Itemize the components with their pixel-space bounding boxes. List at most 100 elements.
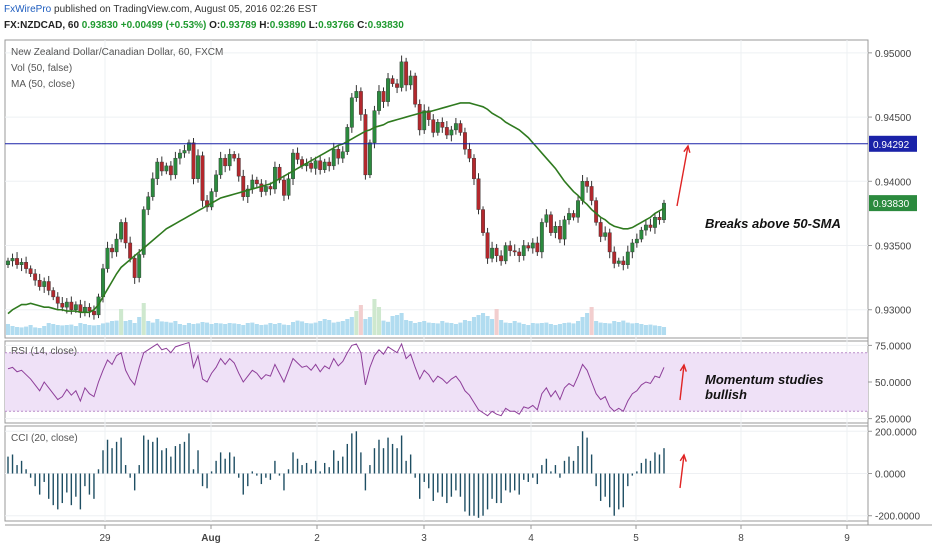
candle-body [653, 217, 657, 228]
candle-body [485, 232, 490, 259]
volume-bar [304, 323, 309, 335]
price-arrow-head [683, 144, 691, 153]
candle-body [349, 97, 354, 128]
volume-bar [78, 323, 83, 335]
volume-bar [42, 326, 47, 335]
candle-body [273, 166, 277, 190]
volume-bar [195, 323, 201, 335]
volume-bar [566, 322, 572, 335]
candle-body [431, 119, 436, 133]
time-tick-label: Aug [201, 533, 220, 544]
candle-body [10, 258, 15, 262]
candle-body [444, 127, 449, 136]
volume-bar [141, 303, 146, 335]
volume-bar [358, 305, 363, 335]
candle-body [295, 152, 300, 160]
candle-body [87, 306, 92, 312]
candle-body [259, 183, 264, 192]
volume-bar [155, 319, 160, 335]
volume-bar [186, 323, 192, 335]
volume-bar [28, 325, 33, 335]
candle-body [37, 279, 42, 287]
gridlines [5, 40, 868, 521]
volume-bar [499, 320, 504, 335]
volume-bar [458, 322, 463, 335]
rsi-arrow-shaft [679, 364, 685, 401]
ma-legend[interactable]: MA (50, close) [11, 79, 75, 90]
candle-body [404, 61, 409, 86]
price-tick-label: 0.95000 [875, 49, 912, 60]
candle-body [205, 200, 209, 208]
candle-body [544, 214, 549, 223]
cci-legend[interactable]: CCI (20, close) [11, 433, 78, 444]
candle-body [322, 161, 327, 170]
candle-body [458, 123, 463, 133]
candle-body [463, 132, 467, 150]
volume-bar [227, 323, 232, 335]
volume-bar [449, 323, 454, 335]
low-label: L: [308, 20, 319, 31]
candle-body [250, 179, 255, 190]
close-label: C: [357, 20, 368, 31]
volume-bar [404, 320, 409, 335]
volume-bar [462, 320, 467, 335]
volume-bar [625, 322, 630, 335]
volume-bar [490, 319, 495, 335]
volume-bar [657, 326, 662, 335]
volume-bar [24, 326, 29, 335]
ma-line-group [7, 102, 665, 315]
volume-bar [648, 324, 653, 335]
candle-body [526, 245, 531, 249]
time-tick-label: 8 [738, 533, 744, 544]
candle-body [368, 142, 372, 176]
volume-bar [137, 317, 142, 335]
cci-arrow-head [679, 453, 687, 462]
chart-title: New Zealand Dollar/Canadian Dollar, 60, … [11, 47, 224, 58]
volume-bar [517, 322, 522, 335]
candle-body [616, 260, 621, 264]
volume-bar [268, 323, 273, 335]
candle-body [585, 181, 590, 187]
brand-link[interactable]: FxWirePro [4, 4, 52, 15]
candle-body [92, 310, 96, 316]
candle-body [576, 200, 580, 218]
volume-bar [37, 328, 42, 335]
candle-body [377, 91, 381, 111]
volume-bar [408, 321, 413, 335]
volume-bar [60, 325, 65, 335]
volume-bar [367, 317, 372, 335]
candle-body [69, 301, 74, 310]
rsi-arrow-head [679, 363, 687, 372]
candle-body [354, 91, 359, 99]
rsi-legend[interactable]: RSI (14, close) [11, 346, 78, 357]
volume-bar [652, 325, 657, 335]
rsi-band-fill [5, 352, 868, 412]
axis-labels[interactable]: 0.95000 0.94500 0.94000 0.93500 0.93000 75.00… [99, 49, 920, 544]
candle-body [55, 296, 60, 304]
candle-body [643, 224, 648, 231]
candle-body [603, 232, 608, 237]
ma-line [7, 102, 665, 315]
volume-bar [128, 320, 133, 335]
resistance-badge [869, 135, 917, 152]
candle-body [51, 290, 56, 298]
last-value: 0.93830 [81, 20, 118, 31]
candle-body [28, 268, 33, 274]
volume-bar [96, 325, 101, 335]
volume-bar [661, 327, 667, 335]
candle-body [580, 181, 585, 201]
candle-body [612, 251, 617, 264]
candle-body [508, 245, 513, 251]
candle-body [340, 151, 345, 159]
time-tick-label: 2 [314, 533, 320, 544]
candle-body [42, 281, 47, 287]
volume-bar [399, 313, 404, 335]
volume-bar [589, 307, 594, 335]
volume-bar [616, 322, 621, 335]
cci-bars [7, 431, 665, 518]
candle-body [245, 188, 250, 197]
volume-bar [19, 327, 24, 335]
vol-legend[interactable]: Vol (50, false) [11, 63, 73, 74]
candle-body [200, 155, 205, 201]
candle-body [390, 78, 395, 84]
